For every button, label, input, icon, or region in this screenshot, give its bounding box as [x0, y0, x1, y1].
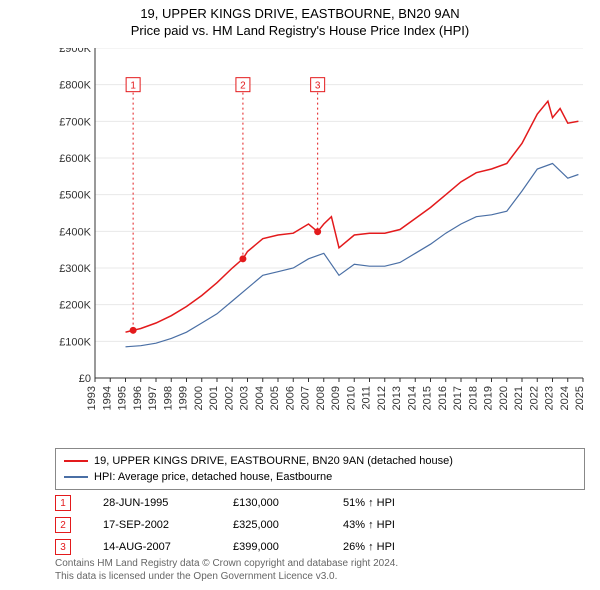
svg-text:2024: 2024 — [559, 386, 571, 410]
svg-text:3: 3 — [315, 81, 321, 92]
svg-text:2015: 2015 — [422, 386, 434, 410]
footer-line-2: This data is licensed under the Open Gov… — [55, 571, 398, 584]
legend: 19, UPPER KINGS DRIVE, EASTBOURNE, BN20 … — [55, 448, 585, 490]
svg-text:2009: 2009 — [330, 386, 342, 410]
svg-text:1996: 1996 — [132, 386, 144, 410]
legend-label: HPI: Average price, detached house, East… — [94, 471, 332, 483]
sale-row: 3 14-AUG-2007£399,00026% ↑ HPI — [55, 536, 443, 558]
svg-text:2022: 2022 — [528, 386, 540, 410]
sale-price: £130,000 — [233, 497, 343, 509]
legend-row: HPI: Average price, detached house, East… — [64, 469, 576, 485]
svg-text:2025: 2025 — [574, 386, 585, 410]
line-chart: £0 £100K £200K £300K £400K £500K £600K £700K £80… — [55, 48, 585, 418]
svg-text:£600K: £600K — [59, 153, 91, 165]
svg-text:2003: 2003 — [239, 386, 251, 410]
svg-text:2007: 2007 — [300, 386, 312, 410]
svg-text:2016: 2016 — [437, 386, 449, 410]
sale-price: £325,000 — [233, 519, 343, 531]
svg-text:2020: 2020 — [498, 386, 510, 410]
svg-text:2019: 2019 — [483, 386, 495, 410]
title-line-2: Price paid vs. HM Land Registry's House … — [0, 23, 600, 40]
sale-marker: 3 — [55, 539, 71, 555]
svg-text:2012: 2012 — [376, 386, 388, 410]
svg-text:2021: 2021 — [513, 386, 525, 410]
legend-row: 19, UPPER KINGS DRIVE, EASTBOURNE, BN20 … — [64, 453, 576, 469]
svg-text:2: 2 — [240, 81, 246, 92]
sale-date: 17-SEP-2002 — [103, 519, 233, 531]
sale-marker: 1 — [55, 495, 71, 511]
svg-text:2013: 2013 — [391, 386, 403, 410]
svg-text:2014: 2014 — [406, 386, 418, 410]
svg-text:£500K: £500K — [59, 190, 91, 202]
svg-text:1997: 1997 — [147, 386, 159, 410]
svg-text:£100K: £100K — [59, 336, 91, 348]
svg-text:2010: 2010 — [345, 386, 357, 410]
svg-text:2001: 2001 — [208, 386, 220, 410]
legend-label: 19, UPPER KINGS DRIVE, EASTBOURNE, BN20 … — [94, 455, 453, 467]
footer-line-1: Contains HM Land Registry data © Crown c… — [55, 558, 398, 571]
svg-text:2002: 2002 — [223, 386, 235, 410]
svg-text:1999: 1999 — [178, 386, 190, 410]
sale-delta: 51% ↑ HPI — [343, 497, 443, 509]
svg-text:1993: 1993 — [86, 386, 98, 410]
svg-text:£300K: £300K — [59, 263, 91, 275]
svg-text:2011: 2011 — [361, 386, 373, 410]
sales-table: 1 28-JUN-1995£130,00051% ↑ HPI 2 17-SEP-200… — [55, 492, 443, 558]
svg-text:£700K: £700K — [59, 116, 91, 128]
svg-text:2006: 2006 — [284, 386, 296, 410]
sale-marker: 2 — [55, 517, 71, 533]
legend-swatch — [64, 460, 88, 462]
sale-date: 28-JUN-1995 — [103, 497, 233, 509]
svg-text:2017: 2017 — [452, 386, 464, 410]
sale-price: £399,000 — [233, 541, 343, 553]
sale-delta: 43% ↑ HPI — [343, 519, 443, 531]
sale-row: 2 17-SEP-2002£325,00043% ↑ HPI — [55, 514, 443, 536]
svg-text:2000: 2000 — [193, 386, 205, 410]
svg-text:£800K: £800K — [59, 80, 91, 92]
svg-text:£400K: £400K — [59, 226, 91, 238]
svg-text:£0: £0 — [79, 373, 91, 385]
svg-text:2005: 2005 — [269, 386, 281, 410]
sale-row: 1 28-JUN-1995£130,00051% ↑ HPI — [55, 492, 443, 514]
chart-title: 19, UPPER KINGS DRIVE, EASTBOURNE, BN20 … — [0, 0, 600, 40]
svg-text:£200K: £200K — [59, 300, 91, 312]
svg-text:1994: 1994 — [101, 386, 113, 410]
svg-text:1: 1 — [130, 81, 136, 92]
footer-attribution: Contains HM Land Registry data © Crown c… — [55, 558, 398, 583]
legend-swatch — [64, 476, 88, 478]
svg-text:2018: 2018 — [467, 386, 479, 410]
svg-text:2004: 2004 — [254, 386, 266, 410]
svg-text:2008: 2008 — [315, 386, 327, 410]
svg-text:1995: 1995 — [117, 386, 129, 410]
sale-date: 14-AUG-2007 — [103, 541, 233, 553]
sale-delta: 26% ↑ HPI — [343, 541, 443, 553]
svg-text:£900K: £900K — [59, 48, 91, 55]
title-line-1: 19, UPPER KINGS DRIVE, EASTBOURNE, BN20 … — [0, 6, 600, 23]
svg-text:2023: 2023 — [544, 386, 556, 410]
svg-text:1998: 1998 — [162, 386, 174, 410]
chart-container: 19, UPPER KINGS DRIVE, EASTBOURNE, BN20 … — [0, 0, 600, 590]
